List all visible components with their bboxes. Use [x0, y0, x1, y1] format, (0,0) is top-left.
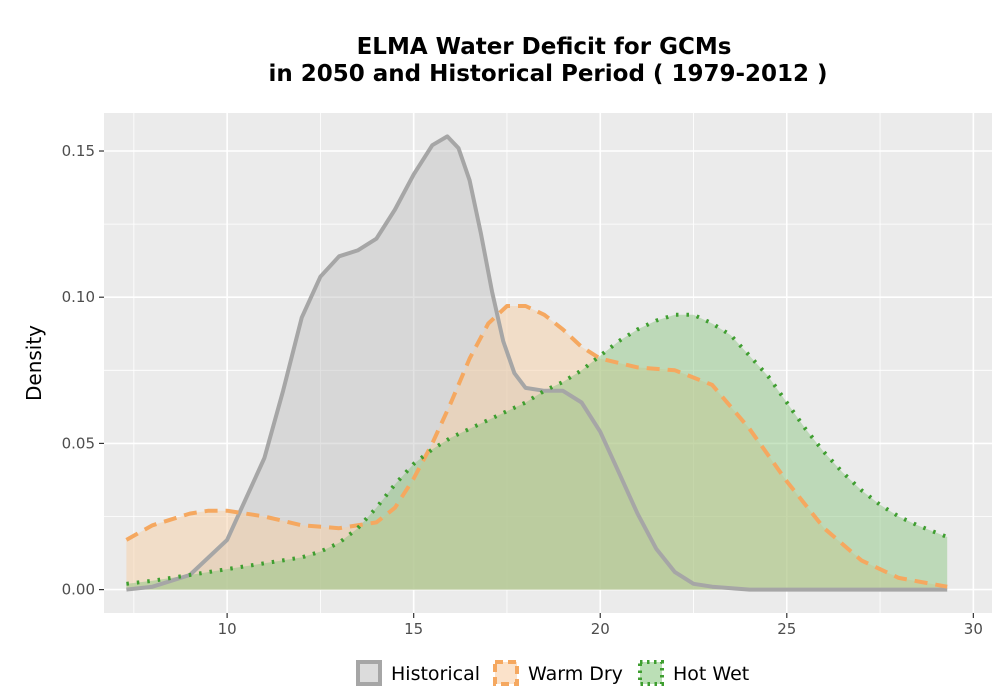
y-tick-label: 0.15 — [62, 142, 95, 160]
x-tick-label: 10 — [218, 620, 237, 638]
y-tick-label: 0.05 — [62, 434, 95, 452]
legend-label-1: Warm Dry — [528, 663, 623, 685]
legend-key-0 — [356, 660, 382, 686]
legend-key-2 — [638, 660, 664, 686]
series-area-0 — [126, 136, 948, 590]
y-axis-title: Density — [22, 325, 46, 401]
chart-title-line-1: ELMA Water Deficit for GCMs — [357, 34, 732, 60]
series-area-2 — [126, 314, 948, 590]
x-tick-label: 25 — [777, 620, 796, 638]
chart-title-line-2: in 2050 and Historical Period ( 1979-201… — [268, 61, 827, 87]
x-tick-label: 15 — [404, 620, 423, 638]
y-tick-label: 0.10 — [62, 288, 95, 306]
y-tick-label: 0.00 — [62, 581, 95, 599]
axes: 10 15 20 25 30 0.00 0.05 0.10 0.15 — [62, 142, 983, 638]
series-line-0 — [126, 134, 948, 592]
legend-key-1 — [493, 660, 519, 686]
x-tick-label: 30 — [964, 620, 983, 638]
density-series — [125, 134, 948, 592]
x-tick-label: 20 — [591, 620, 610, 638]
legend-label-2: Hot Wet — [673, 663, 749, 685]
legend: Historical Warm Dry Hot Wet — [356, 660, 749, 686]
legend-label-0: Historical — [391, 663, 480, 685]
series-area-1 — [126, 306, 948, 590]
series-line-1 — [125, 304, 948, 589]
